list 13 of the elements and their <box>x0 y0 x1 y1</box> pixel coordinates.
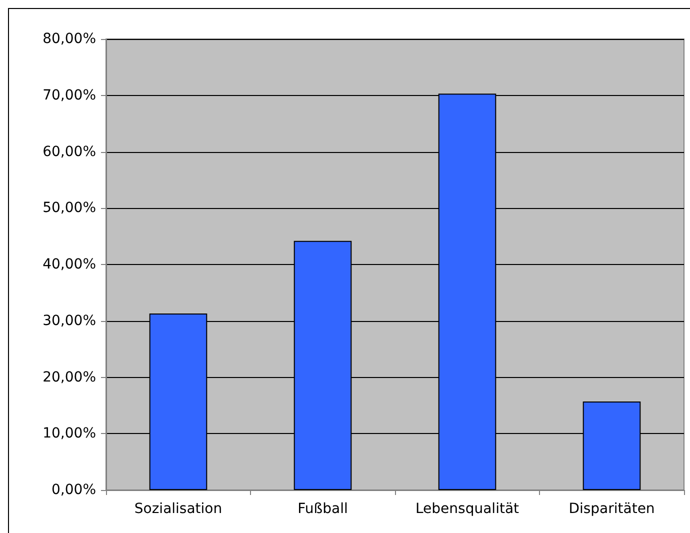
x-tick-label: Lebensqualität <box>415 501 520 517</box>
y-tick-label: 50,00% <box>42 200 96 216</box>
y-tick-label: 20,00% <box>42 369 96 386</box>
y-tick-label: 10,00% <box>42 426 96 442</box>
y-tick-label: 70,00% <box>42 87 96 104</box>
y-tick-label: 30,00% <box>42 312 96 329</box>
x-tick-label: Fußball <box>298 501 348 517</box>
y-tick-label: 40,00% <box>42 256 96 272</box>
y-tick-label: 0,00% <box>52 482 96 498</box>
x-tick-label: Sozialisation <box>134 501 222 517</box>
y-tick-label: 60,00% <box>42 144 96 160</box>
y-tick-label: 80,00% <box>42 31 96 47</box>
x-tick-label: Disparitäten <box>568 501 655 517</box>
